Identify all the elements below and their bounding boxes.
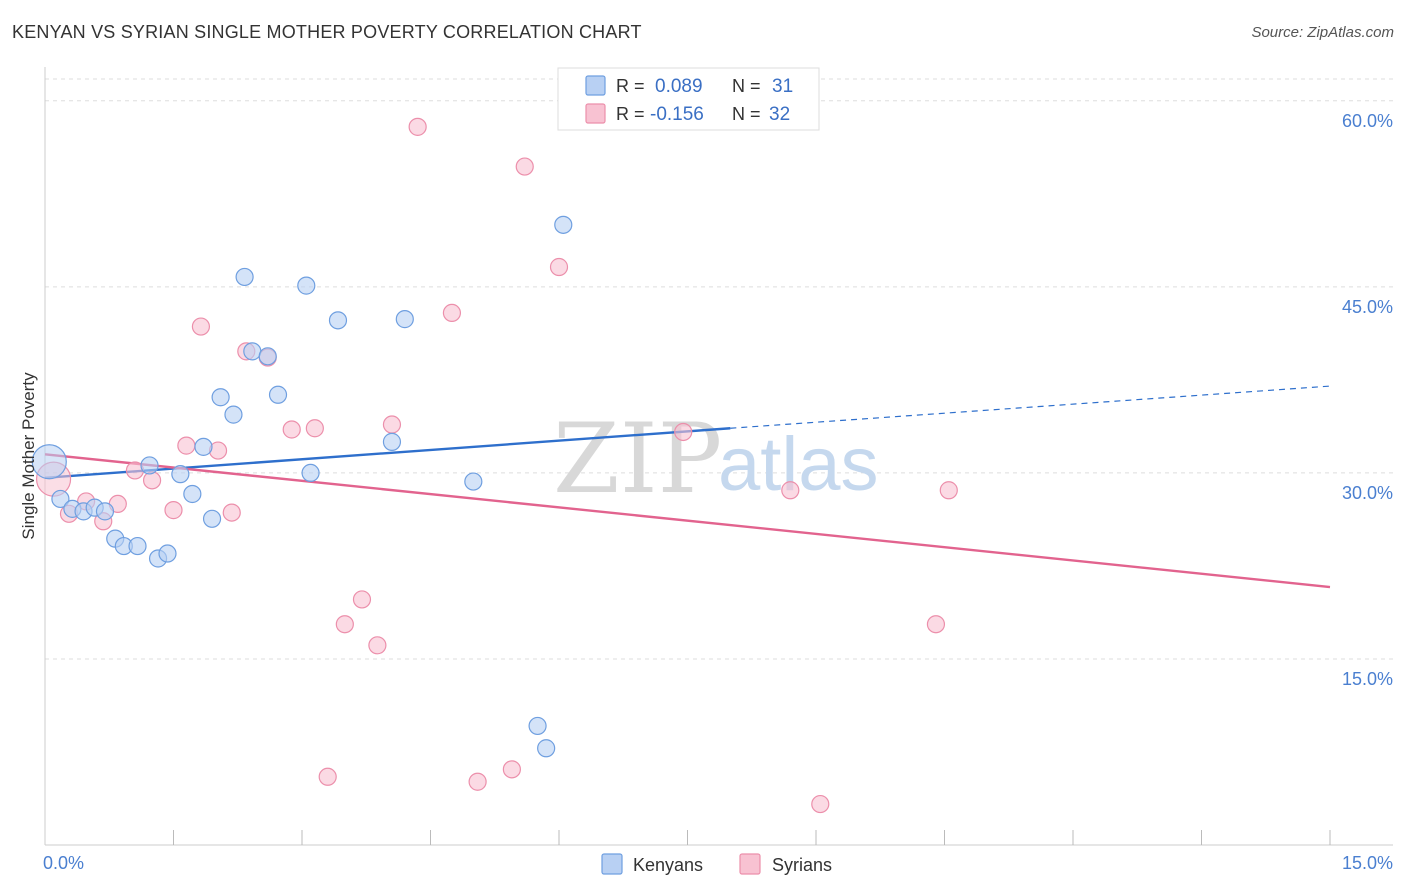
legend-label-syrians[interactable]: Syrians <box>772 855 832 875</box>
point-syrian[interactable] <box>926 615 946 634</box>
point-syrian[interactable] <box>674 422 693 442</box>
point-kenyan[interactable] <box>140 456 159 475</box>
point-kenyan[interactable] <box>382 432 402 451</box>
point-syrian[interactable] <box>781 481 800 500</box>
point-syrian[interactable] <box>142 471 162 490</box>
y-axis-label: Single Mother Poverty <box>19 372 38 540</box>
point-kenyan[interactable] <box>464 472 483 491</box>
point-syrian[interactable] <box>164 501 183 520</box>
stats-r-value-syrians: -0.156 <box>650 104 704 125</box>
point-kenyan[interactable] <box>243 342 262 361</box>
point-syrian[interactable] <box>222 503 241 522</box>
point-kenyan[interactable] <box>202 509 222 528</box>
point-kenyan[interactable] <box>95 502 115 521</box>
bottom-legend: Kenyans Syrians <box>601 853 832 875</box>
trend-line-kenyans <box>44 427 731 480</box>
legend-swatch-syrians[interactable] <box>739 853 761 875</box>
point-syrian[interactable] <box>502 760 521 779</box>
x-tick-max: 15.0% <box>1342 853 1393 873</box>
point-syrian[interactable] <box>335 615 354 634</box>
y-tick-label: 30.0% <box>1342 483 1393 503</box>
y-tick-label: 45.0% <box>1342 297 1393 317</box>
watermark-zip: ZIP <box>553 403 722 515</box>
point-syrian[interactable] <box>382 415 402 434</box>
stats-r-value-kenyans: 0.089 <box>655 76 703 97</box>
point-syrian[interactable] <box>939 481 958 500</box>
stats-legend-box: R = 0.089 N = 31 R = -0.156 N = 32 <box>557 67 820 131</box>
point-kenyan[interactable] <box>211 388 230 407</box>
y-tick-label: 15.0% <box>1342 669 1393 689</box>
point-syrian[interactable] <box>368 636 387 655</box>
point-kenyan[interactable] <box>158 544 177 563</box>
legend-label-kenyans[interactable]: Kenyans <box>633 855 703 875</box>
point-kenyan[interactable] <box>258 347 277 366</box>
point-syrian[interactable] <box>191 317 211 336</box>
point-syrian[interactable] <box>442 303 462 323</box>
legend-swatch-kenyans[interactable] <box>601 853 623 875</box>
point-syrian[interactable] <box>811 794 830 814</box>
point-kenyan[interactable] <box>395 310 414 329</box>
point-kenyan[interactable] <box>268 385 288 404</box>
point-syrian[interactable] <box>515 157 534 176</box>
ticks: 15.0% 30.0% 45.0% 60.0% <box>173 111 1393 845</box>
y-tick-label: 60.0% <box>1342 111 1393 131</box>
point-kenyan[interactable] <box>31 444 67 480</box>
point-syrian[interactable] <box>408 117 427 136</box>
point-syrian[interactable] <box>305 419 324 438</box>
point-syrian[interactable] <box>282 420 301 439</box>
point-kenyan[interactable] <box>528 716 547 736</box>
point-kenyan[interactable] <box>183 484 202 504</box>
trend-lines <box>44 385 1331 589</box>
point-kenyan[interactable] <box>301 463 320 483</box>
point-syrian[interactable] <box>352 590 372 609</box>
point-kenyan[interactable] <box>224 405 243 424</box>
x-tick-min: 0.0% <box>43 853 84 873</box>
point-kenyan[interactable] <box>554 215 573 234</box>
stats-n-value-kenyans: 31 <box>772 76 793 97</box>
source-label: Source: ZipAtlas.com <box>1251 24 1394 41</box>
point-kenyan[interactable] <box>537 739 556 758</box>
chart-title: KENYAN VS SYRIAN SINGLE MOTHER POVERTY C… <box>12 22 642 42</box>
point-syrian[interactable] <box>549 257 569 277</box>
stats-swatch-kenyans <box>585 75 606 96</box>
point-syrian[interactable] <box>318 767 337 786</box>
stats-r-label-syrians: R = <box>616 104 645 124</box>
stats-n-label-syrians: N = <box>732 104 761 124</box>
point-syrian[interactable] <box>177 436 196 455</box>
point-kenyan[interactable] <box>328 311 348 330</box>
watermark: ZIP atlas <box>553 403 879 515</box>
point-syrian[interactable] <box>468 772 487 791</box>
point-kenyan[interactable] <box>297 276 316 295</box>
point-kenyan[interactable] <box>51 489 70 509</box>
point-kenyan[interactable] <box>171 465 190 484</box>
point-kenyan[interactable] <box>235 267 254 287</box>
trend-line-syrians <box>44 453 1331 589</box>
data-points[interactable] <box>31 117 958 814</box>
stats-n-value-syrians: 32 <box>769 104 790 125</box>
point-kenyan[interactable] <box>194 437 213 456</box>
point-kenyan[interactable] <box>128 536 147 556</box>
stats-n-label-kenyans: N = <box>732 76 761 96</box>
stats-r-label-kenyans: R = <box>616 76 645 96</box>
stats-swatch-syrians <box>585 103 606 124</box>
trend-line-kenyans-extension <box>730 385 1331 429</box>
